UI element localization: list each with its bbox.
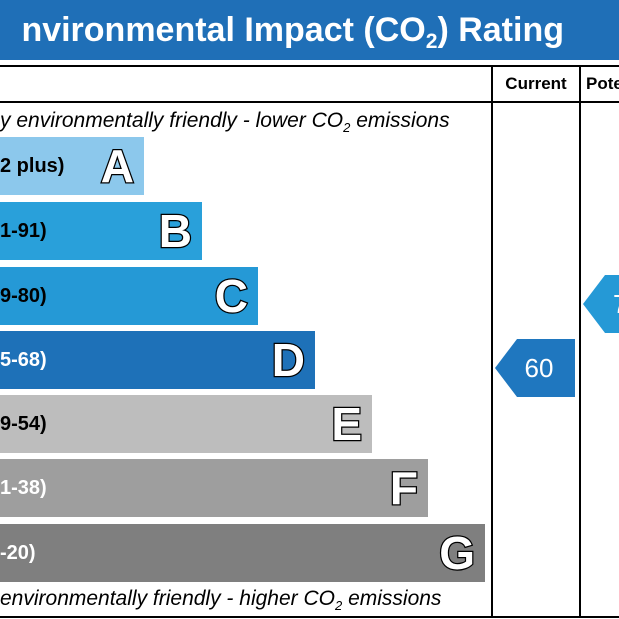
rating-band-range: 5-68) bbox=[0, 349, 47, 371]
rating-band-b: 1-91) B bbox=[0, 202, 202, 260]
rating-band-d: 5-68) D bbox=[0, 331, 315, 389]
rating-band-letter: B bbox=[158, 204, 194, 259]
frame-divider-potential bbox=[579, 65, 581, 618]
frame-header-line bbox=[0, 101, 619, 103]
rating-band-letter: A bbox=[100, 139, 136, 194]
rating-band-letter: E bbox=[330, 397, 363, 452]
frame-top-line bbox=[0, 65, 619, 67]
rating-band-e: 9-54) E bbox=[0, 395, 372, 453]
rating-band-f: 1-38) F bbox=[0, 459, 428, 517]
rating-band-range: 2 plus) bbox=[0, 155, 65, 177]
rating-band-range: 1-91) bbox=[0, 220, 47, 242]
title-bar: nvironmental Impact (CO2) Rating bbox=[0, 0, 619, 60]
rating-band-letter: D bbox=[271, 333, 307, 388]
potential-rating-value: 7 bbox=[613, 275, 619, 333]
current-arrow-shape bbox=[495, 339, 575, 397]
rating-band-letter: G bbox=[438, 526, 476, 581]
potential-rating-arrow: 7 bbox=[583, 275, 619, 333]
caption-top: y environmentally friendly - lower CO2 e… bbox=[0, 109, 450, 135]
chart-title: nvironmental Impact (CO2) Rating bbox=[21, 11, 564, 54]
column-header-current: Current bbox=[505, 74, 567, 93]
rating-band-letter: C bbox=[214, 269, 250, 324]
column-header-potential: Pote bbox=[586, 74, 619, 93]
rating-band-range: -20) bbox=[0, 542, 36, 564]
rating-band-a: 2 plus) A bbox=[0, 137, 144, 195]
rating-band-range: 9-80) bbox=[0, 285, 47, 307]
current-rating-arrow: 60 bbox=[495, 339, 575, 397]
caption-bottom: environmentally friendly - higher CO2 em… bbox=[0, 587, 442, 613]
current-rating-value: 60 bbox=[524, 353, 554, 383]
rating-band-range: 1-38) bbox=[0, 477, 47, 499]
potential-arrow-shape bbox=[583, 275, 619, 333]
rating-band-letter: F bbox=[389, 461, 420, 516]
rating-band-range: 9-54) bbox=[0, 413, 47, 435]
frame-divider-current bbox=[491, 65, 493, 618]
rating-band-g: -20) G bbox=[0, 524, 485, 582]
frame-bottom-line bbox=[0, 616, 619, 618]
rating-band-c: 9-80) C bbox=[0, 267, 258, 325]
